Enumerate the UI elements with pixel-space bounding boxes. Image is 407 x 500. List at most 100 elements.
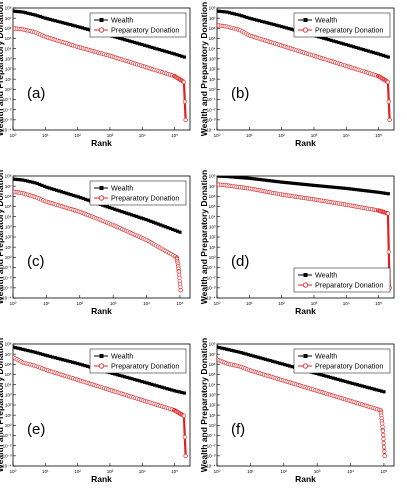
data-point-wealth — [256, 355, 260, 359]
data-point-wealth — [142, 217, 146, 221]
data-point-wealth — [146, 218, 151, 223]
data-point-wealth — [147, 45, 152, 49]
data-point-wealth — [227, 348, 231, 352]
data-point-wealth — [375, 388, 379, 392]
data-point-donation — [381, 445, 387, 450]
data-point-wealth — [230, 176, 234, 179]
legend-label: Preparatory Donation — [111, 26, 179, 35]
data-point-wealth — [18, 178, 22, 182]
legend-box — [89, 180, 187, 206]
data-point-wealth — [21, 178, 25, 182]
data-point-wealth — [374, 190, 378, 194]
y-tick-label: 10⁷ — [209, 184, 216, 189]
x-tick-label: 10⁵ — [177, 301, 184, 306]
data-point-wealth — [51, 355, 55, 359]
x-tick-label: 10² — [281, 469, 288, 474]
y-tick-label: 10⁴ — [209, 382, 216, 387]
x-tick-label: 10³ — [107, 469, 114, 474]
y-tick-label: 10² — [5, 67, 12, 72]
y-tick-label: 10⁻³ — [3, 285, 12, 290]
data-point-wealth — [78, 362, 82, 366]
data-point-donation — [178, 287, 183, 293]
data-point-wealth — [294, 182, 299, 186]
data-point-wealth — [135, 378, 139, 382]
x-tick-label: 10⁵ — [171, 133, 178, 138]
data-point-wealth — [245, 15, 249, 19]
data-point-wealth — [272, 179, 276, 183]
data-point-wealth — [379, 53, 383, 57]
data-point-wealth — [337, 186, 341, 190]
data-point-wealth — [349, 187, 353, 191]
data-point-wealth — [125, 375, 129, 380]
data-point-wealth — [339, 41, 343, 45]
data-point-donation — [183, 117, 188, 122]
data-point-wealth — [26, 11, 30, 15]
legend-box — [89, 348, 187, 374]
data-point-wealth — [150, 45, 154, 50]
data-point-wealth — [66, 359, 70, 363]
y-tick-label: 10² — [209, 403, 216, 408]
y-tick-label: 10⁻¹ — [3, 433, 12, 438]
data-point-wealth — [13, 177, 15, 181]
y-tick-label: 10² — [5, 235, 12, 240]
y-tick-label: 10⁴ — [209, 46, 216, 51]
data-point-wealth — [78, 25, 82, 29]
data-point-wealth — [182, 55, 186, 59]
data-point-wealth — [142, 380, 147, 384]
data-point-wealth — [161, 224, 165, 228]
data-point-wealth — [157, 48, 162, 52]
data-point-wealth — [158, 223, 163, 227]
data-point-wealth — [283, 363, 287, 367]
legend-marker-donation — [98, 27, 105, 33]
data-point-wealth — [273, 360, 277, 364]
data-point-wealth — [232, 176, 236, 179]
data-point-wealth — [364, 189, 368, 193]
data-point-wealth — [52, 187, 56, 192]
data-point-wealth — [342, 186, 346, 190]
y-tick-label: 10⁶ — [5, 194, 12, 199]
x-tick-label: 10⁰ — [214, 469, 221, 474]
x-axis-label: Rank — [295, 306, 316, 316]
data-point-wealth — [349, 44, 353, 48]
data-point-wealth — [149, 219, 153, 223]
data-point-wealth — [160, 385, 164, 389]
data-point-wealth — [369, 50, 373, 54]
data-point-wealth — [366, 189, 371, 193]
data-point-wealth — [217, 345, 219, 349]
x-tick-label: 10¹ — [42, 469, 49, 474]
x-tick-label: 10² — [77, 301, 84, 306]
data-point-wealth — [365, 385, 369, 389]
data-point-wealth — [145, 381, 149, 385]
x-tick-label: 10⁴ — [139, 469, 146, 474]
data-point-wealth — [240, 176, 244, 180]
data-point-wealth — [331, 376, 335, 380]
plot-area — [217, 9, 392, 122]
data-point-wealth — [156, 222, 160, 226]
data-point-wealth — [344, 186, 348, 191]
y-tick-label: 10² — [5, 403, 12, 408]
data-point-wealth — [139, 216, 143, 220]
data-point-wealth — [177, 390, 181, 394]
data-point-wealth — [280, 362, 284, 366]
data-point-wealth — [282, 180, 286, 184]
data-point-wealth — [326, 375, 330, 379]
data-point-wealth — [68, 22, 72, 27]
chart-panel-c: 10⁰ 10¹ 10² 10³ 10⁴ 10⁵ 10⁻⁴ 10⁻³ 10⁻² 10⁻¹ 10⁰ 10¹… — [0, 170, 191, 316]
data-point-wealth — [172, 389, 176, 393]
y-tick-label: 10⁷ — [5, 352, 12, 357]
data-point-wealth — [51, 18, 55, 22]
data-point-wealth — [372, 387, 376, 391]
data-point-wealth — [324, 184, 328, 189]
data-point-wealth — [371, 190, 376, 194]
data-point-wealth — [21, 10, 25, 14]
data-point-wealth — [40, 183, 44, 187]
y-tick-label: 10⁴ — [5, 46, 12, 51]
y-tick-label: 10⁻⁴ — [2, 128, 11, 133]
data-point-wealth — [165, 50, 169, 54]
data-point-wealth — [287, 181, 291, 185]
y-tick-label: 10⁸ — [5, 342, 12, 347]
y-tick-label: 10⁴ — [209, 214, 216, 219]
data-point-wealth — [56, 356, 60, 360]
data-point-wealth — [237, 350, 241, 354]
